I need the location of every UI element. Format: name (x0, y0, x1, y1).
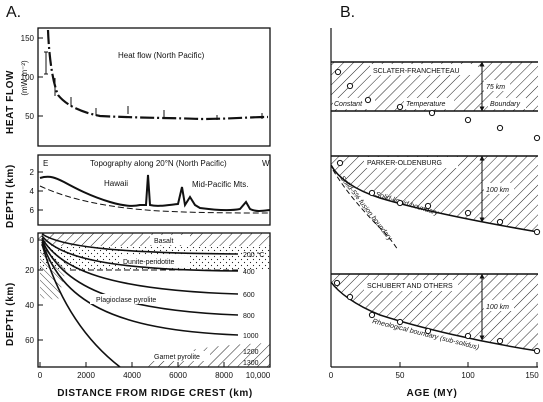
topography-yticks: 2 4 6 (30, 168, 43, 215)
topography-title: Topography along 20°N (North Pacific) (90, 159, 227, 168)
model2-title: PARKER-OLDENBURG (367, 160, 442, 167)
model1-data-points (334, 68, 541, 142)
b-xtick-100: 100 (461, 371, 475, 380)
isotherm-200: 200 °C (243, 251, 264, 259)
topography-ylabel: DEPTH (km) (5, 164, 16, 228)
model1-note-temperature: Temperature (406, 101, 446, 108)
xtick-2000: 2000 (77, 371, 95, 380)
mid-pacific-label: Mid-Pacific Mts. (192, 180, 248, 189)
model1-title: SCLATER-FRANCHETEAU (373, 68, 460, 75)
xtick-8000: 8000 (215, 371, 233, 380)
topography-ytick-2: 2 (30, 168, 35, 177)
model2-data-points (336, 159, 541, 236)
heat-flow-ylabel: HEAT FLOW (5, 70, 16, 134)
heat-flow-ytick-150: 150 (21, 34, 35, 43)
cross-section-xticks: 0 2000 4000 6000 8000 10,000 (38, 362, 271, 380)
panel-b-xticks: 0 50 100 150 (329, 362, 539, 380)
model3-thickness: 100 km (486, 304, 509, 311)
isotherm-1300: 1300 (243, 360, 259, 367)
heat-flow-yticks: 150 100 50 (21, 34, 43, 121)
b-xtick-0: 0 (329, 371, 334, 380)
heat-flow-data-points (44, 51, 263, 120)
heat-flow-ytick-50: 50 (25, 112, 34, 121)
topography-plot: Topography along 20°N (North Pacific) E … (30, 154, 271, 226)
model1-note-constant: Constant (334, 101, 363, 108)
garnet-label: Garnet pyrolite (154, 354, 200, 361)
plagioclase-label: Plagioclase pyrolite (96, 297, 156, 304)
cross-section-ylabel: DEPTH (km) (5, 282, 16, 346)
cross-section-ytick-40: 40 (25, 301, 34, 310)
topography-ytick-6: 6 (30, 206, 35, 215)
heat-flow-curve (46, 29, 269, 121)
isotherms (41, 233, 239, 368)
isotherm-800: 800 (243, 313, 255, 320)
basalt-label: Basalt (154, 238, 174, 245)
panel-b-xlabel: AGE (MY) (407, 388, 458, 399)
topography-ytick-4: 4 (30, 187, 35, 196)
cross-section-yticks: 0 20 40 60 (25, 236, 43, 345)
topography-west-label: W (262, 159, 270, 168)
model3-data-points (333, 279, 541, 355)
heat-flow-frame (37, 27, 271, 147)
xtick-10000: 10,000 (246, 371, 271, 380)
model-parker-oldenburg: PARKER-OLDENBURG 100 km Solid-liquid bou… (330, 155, 541, 251)
topography-frame (37, 154, 271, 226)
model1-thickness: 75 km (486, 84, 505, 91)
panel-a-xlabel: DISTANCE FROM RIDGE CREST (km) (57, 388, 253, 399)
topography-reference-curve (39, 185, 271, 214)
heat-flow-ytick-100: 100 (21, 73, 35, 82)
heat-flow-title: Heat flow (North Pacific) (118, 51, 205, 60)
panel-b-letter: B. (340, 4, 355, 21)
xtick-4000: 4000 (123, 371, 141, 380)
model1-note-boundary: Boundary (490, 101, 520, 108)
model-schubert-and-others: SCHUBERT AND OTHERS 100 km Rheological b… (330, 273, 541, 355)
topography-profile (39, 174, 271, 212)
model2-thickness: 100 km (486, 187, 509, 194)
dunite-label: Dunite-peridotite (123, 259, 174, 266)
b-xtick-150: 150 (525, 371, 539, 380)
panel-a-letter: A. (6, 4, 21, 21)
heat-flow-yunit: (mW m⁻²) (20, 60, 29, 96)
model-sclater-francheteau: SCLATER-FRANCHETEAU 75 km Constant Tempe… (331, 61, 541, 142)
xtick-0: 0 (38, 371, 43, 380)
heat-flow-plot: Heat flow (North Pacific) 150 100 50 (21, 27, 271, 147)
b-xtick-50: 50 (396, 371, 405, 380)
xtick-6000: 6000 (169, 371, 187, 380)
cross-section-ytick-0: 0 (30, 236, 35, 245)
isotherm-400: 400 (243, 269, 255, 276)
isotherm-1200: 1200 (243, 349, 259, 356)
isotherm-1000: 1000 (243, 333, 259, 340)
model3-title: SCHUBERT AND OTHERS (367, 283, 453, 290)
cross-section-ytick-20: 20 (25, 266, 34, 275)
cross-section-plot: Basalt Dunite-peridotite Garnet pyrolite… (25, 232, 271, 380)
topography-east-label: E (43, 159, 48, 168)
hawaii-label: Hawaii (104, 179, 128, 188)
cross-section-ytick-60: 60 (25, 336, 34, 345)
isotherm-600: 600 (243, 292, 255, 299)
panel-b-plot: SCLATER-FRANCHETEAU 75 km Constant Tempe… (329, 28, 541, 399)
